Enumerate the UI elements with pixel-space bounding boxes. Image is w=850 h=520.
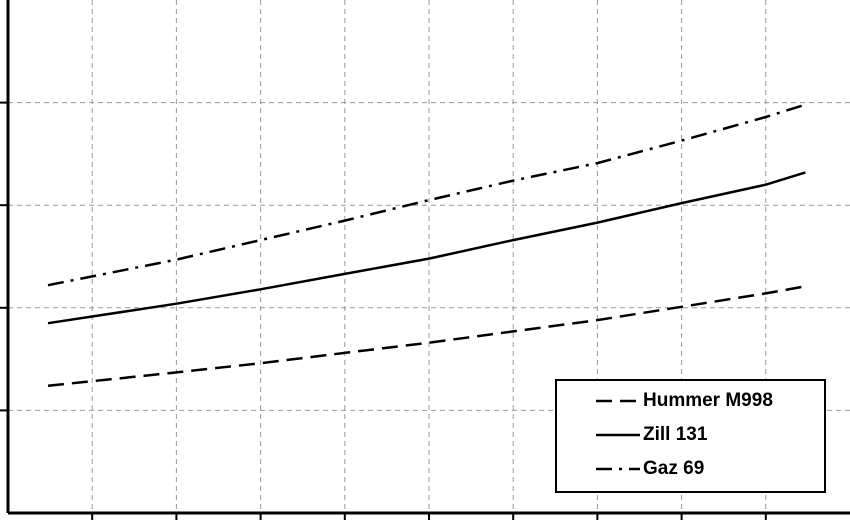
- series-line: [47, 103, 806, 287]
- legend-label: Zill 131: [643, 424, 708, 445]
- series-line: [47, 171, 806, 325]
- legend-label: Hummer M998: [643, 390, 773, 411]
- series-line: [47, 285, 806, 388]
- legend-label: Gaz 69: [643, 458, 704, 479]
